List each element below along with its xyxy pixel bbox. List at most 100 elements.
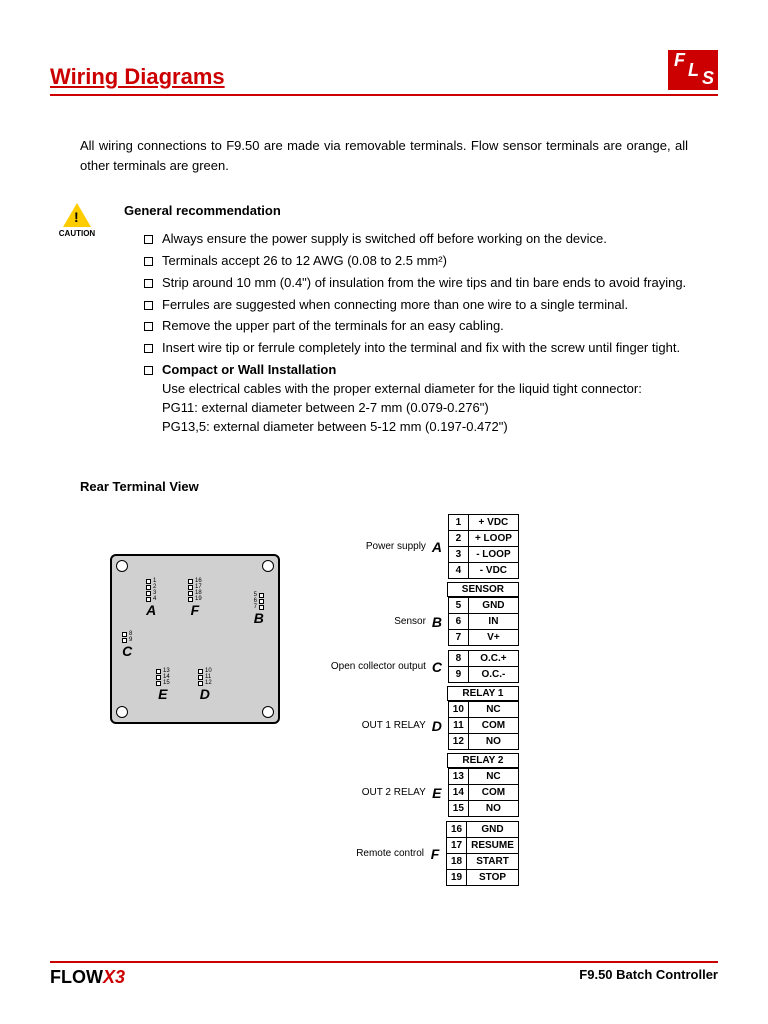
recommendation-item: Remove the upper part of the terminals f… [144,317,718,336]
terminal-label: OUT 1 RELAY [322,720,432,731]
terminal-number: 5 [448,598,468,614]
logo-letter-f: F [674,50,685,71]
terminal-number: 4 [448,563,468,579]
table-row: 18START [447,854,519,870]
terminal-table: 10NC11COM12NO [448,701,519,750]
terminal-number: 3 [448,547,468,563]
terminal-letter: A [432,539,448,555]
mounting-hole-icon [262,560,274,572]
group-letter: B [254,610,264,626]
footer-product: F9.50 Batch Controller [579,967,718,988]
terminal-label: Sensor [322,616,432,627]
table-row: 6IN [448,614,518,630]
recommendation-content: General recommendation Always ensure the… [104,203,718,439]
table-row: 12NO [448,734,518,750]
terminal-group-f: 16 17 18 19 F [188,578,202,618]
terminal-number: 13 [448,769,468,785]
device-rear-diagram: 1 2 3 4 A 16 17 18 19 F 5 6 7 B 8 9 C 13… [110,554,280,724]
table-row: 1+ VDC [448,515,518,531]
terminal-number: 17 [447,838,467,854]
terminal-group-b: 5 6 7 B [254,592,264,626]
terminal-number: 18 [447,854,467,870]
compact-install-line: Use electrical cables with the proper ex… [162,380,718,399]
terminal-signal: STOP [467,870,519,886]
table-row: 5GND [448,598,518,614]
table-row: 15NO [448,801,518,817]
terminal-number: 1 [448,515,468,531]
recommendation-item: Compact or Wall InstallationUse electric… [144,361,718,436]
terminal-section-header: RELAY 2 [447,753,519,768]
terminal-section: SensorB5GND6IN7V+ [320,597,519,646]
terminal-section: Power supplyA1+ VDC2+ LOOP3- LOOP4- VDC [320,514,519,579]
terminal-label: Power supply [322,541,432,552]
terminal-table: 5GND6IN7V+ [448,597,519,646]
terminal-group-c: 8 9 C [122,631,132,659]
footer-x3-text: X3 [103,967,125,987]
terminal-table: 8O.C.+9O.C.- [448,650,519,683]
brand-logo: F L S [668,50,718,90]
terminal-number: 2 [448,531,468,547]
terminal-section: OUT 2 RELAYE13NC14COM15NO [320,768,519,817]
terminal-letter: E [432,785,448,801]
table-row: 16GND [447,822,519,838]
terminal-section-header: RELAY 1 [447,686,519,701]
terminal-number: 10 [448,702,468,718]
terminal-number: 8 [448,651,468,667]
terminal-signal: + LOOP [468,531,518,547]
terminal-number: 19 [447,870,467,886]
recommendation-item: Always ensure the power supply is switch… [144,230,718,249]
terminal-signal: COM [468,718,518,734]
terminal-label: Remote control [320,848,430,859]
group-letter: E [156,686,170,702]
terminal-number: 7 [448,630,468,646]
terminal-table: 13NC14COM15NO [448,768,519,817]
terminal-group-a: 1 2 3 4 A [146,578,156,618]
terminal-number: 14 [448,785,468,801]
terminal-number: 9 [448,667,468,683]
recommendation-item: Terminals accept 26 to 12 AWG (0.08 to 2… [144,252,718,271]
terminal-signal: NC [468,769,518,785]
table-row: 3- LOOP [448,547,518,563]
terminal-label: OUT 2 RELAY [322,787,432,798]
terminal-letter: D [432,718,448,734]
terminal-signal: COM [468,785,518,801]
terminal-signal: O.C.- [468,667,518,683]
table-row: 19STOP [447,870,519,886]
terminal-number: 6 [448,614,468,630]
recommendation-item: Ferrules are suggested when connecting m… [144,296,718,315]
terminal-letter: F [430,846,446,862]
recommendation-block: CAUTION General recommendation Always en… [50,203,718,439]
table-row: 11COM [448,718,518,734]
mounting-hole-icon [116,706,128,718]
table-row: 8O.C.+ [448,651,518,667]
terminal-signal: RESUME [467,838,519,854]
terminal-signal: - VDC [468,563,518,579]
footer-brand: FLOWX3 [50,967,125,988]
terminal-signal: NC [468,702,518,718]
mounting-hole-icon [116,560,128,572]
warning-triangle-icon [63,203,91,227]
recommendation-heading: General recommendation [124,203,718,218]
terminal-number: 11 [448,718,468,734]
group-letter: A [146,602,156,618]
terminal-group-d: 10 11 12 D [198,668,212,702]
terminal-section: Open collector outputC8O.C.+9O.C.- [320,650,519,683]
logo-letter-l: L [688,60,699,81]
table-row: 10NC [448,702,518,718]
terminal-number: 12 [448,734,468,750]
table-row: 13NC [448,769,518,785]
rear-terminal-heading: Rear Terminal View [80,479,718,494]
page-title: Wiring Diagrams [50,64,225,90]
terminal-section-header: SENSOR [447,582,519,597]
terminal-signal: GND [468,598,518,614]
terminal-signal: START [467,854,519,870]
terminal-signal: - LOOP [468,547,518,563]
terminal-number: 16 [447,822,467,838]
table-row: 9O.C.- [448,667,518,683]
terminal-letter: C [432,659,448,675]
compact-install-line: PG13,5: external diameter between 5-12 m… [162,418,718,437]
terminal-signal: O.C.+ [468,651,518,667]
mounting-hole-icon [262,706,274,718]
page-header: Wiring Diagrams F L S [50,50,718,96]
terminal-signal: GND [467,822,519,838]
